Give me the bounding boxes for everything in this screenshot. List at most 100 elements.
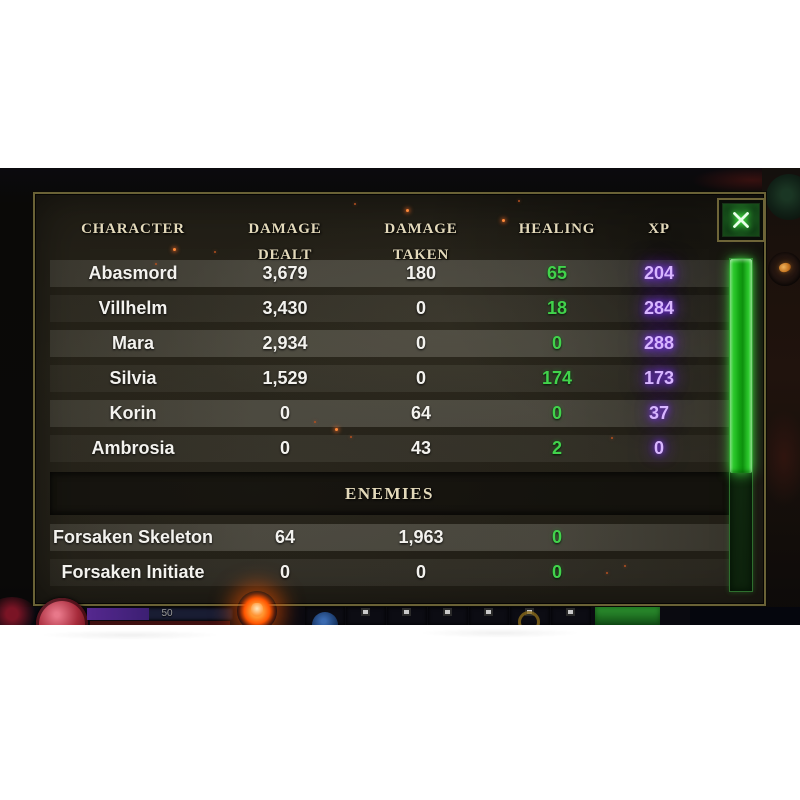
row-damage-dealt: 0 bbox=[279, 438, 290, 458]
enemies-section-band: ENEMIES bbox=[50, 472, 729, 515]
row-damage-taken: 0 bbox=[415, 333, 426, 353]
ember-particle bbox=[518, 200, 520, 202]
hotbar-slot[interactable] bbox=[551, 607, 591, 625]
row-damage-taken: 43 bbox=[410, 438, 432, 458]
row-character-name: Mara bbox=[111, 333, 155, 353]
row-damage-dealt: 2,934 bbox=[262, 333, 308, 353]
bottom-hud-bar: 50 bbox=[0, 591, 800, 625]
row-xp: 37 bbox=[648, 403, 670, 423]
background-maroon-glow bbox=[760, 398, 800, 518]
resource-bar-value: 50 bbox=[161, 608, 173, 619]
table-row: Ambrosia 0 43 2 0 bbox=[50, 435, 729, 462]
ember-particle bbox=[173, 248, 176, 251]
row-damage-taken: 180 bbox=[405, 263, 437, 283]
ember-particle bbox=[350, 436, 352, 438]
row-xp: 284 bbox=[643, 298, 675, 318]
ember-particle bbox=[624, 565, 626, 567]
row-xp: 204 bbox=[643, 263, 675, 283]
row-healing: 0 bbox=[551, 333, 562, 353]
matte-smudge bbox=[40, 630, 220, 640]
row-healing: 65 bbox=[546, 263, 568, 283]
game-viewport: CHARACTER DAMAGE DEALT DAMAGE TAKEN HEAL… bbox=[0, 168, 800, 625]
table-header-row: CHARACTER DAMAGE DEALT DAMAGE TAKEN HEAL… bbox=[50, 216, 729, 263]
ember-particle bbox=[214, 251, 216, 253]
row-character-name: Silvia bbox=[109, 368, 157, 388]
row-character-name: Villhelm bbox=[98, 298, 168, 318]
cooldown-pip bbox=[402, 608, 411, 616]
cooldown-pip bbox=[484, 608, 493, 616]
enemies-section-title: ENEMIES bbox=[345, 484, 434, 503]
row-healing: 2 bbox=[551, 438, 562, 458]
close-icon bbox=[730, 209, 752, 231]
column-header-healing: HEALING bbox=[518, 221, 596, 237]
health-bar bbox=[90, 621, 230, 625]
column-header-damage-taken: DAMAGE TAKEN bbox=[384, 221, 458, 263]
row-damage-taken: 64 bbox=[410, 403, 432, 423]
row-character-name: Abasmord bbox=[88, 263, 178, 283]
row-damage-dealt: 1,529 bbox=[262, 368, 308, 388]
ember-particle bbox=[354, 203, 356, 205]
row-character-name: Forsaken Skeleton bbox=[52, 527, 214, 547]
row-damage-dealt: 0 bbox=[279, 562, 290, 582]
table-row: Mara 2,934 0 0 288 bbox=[50, 330, 729, 357]
row-damage-taken: 0 bbox=[415, 368, 426, 388]
hotbar-slot[interactable] bbox=[346, 607, 386, 625]
table-row: Silvia 1,529 0 174 173 bbox=[50, 365, 729, 392]
hotbar-slot[interactable] bbox=[305, 607, 345, 625]
ember-particle bbox=[314, 421, 316, 423]
column-header-damage-dealt: DAMAGE DEALT bbox=[248, 221, 322, 263]
row-character-name: Korin bbox=[109, 403, 157, 423]
scrollbar-track[interactable] bbox=[729, 258, 753, 592]
ember-particle bbox=[502, 219, 505, 222]
row-damage-dealt: 64 bbox=[274, 527, 296, 547]
ember-particle bbox=[611, 437, 613, 439]
flame-effect-core bbox=[251, 603, 263, 617]
row-healing: 0 bbox=[551, 562, 562, 582]
row-healing: 0 bbox=[551, 403, 562, 423]
row-damage-taken: 0 bbox=[415, 562, 426, 582]
row-healing: 0 bbox=[551, 527, 562, 547]
row-xp: 173 bbox=[643, 368, 675, 388]
ember-particle bbox=[606, 572, 608, 574]
cooldown-pip bbox=[443, 608, 452, 616]
cooldown-pip bbox=[361, 608, 370, 616]
table-row: Korin 0 64 0 37 bbox=[50, 400, 729, 427]
ability-hotbar bbox=[305, 607, 592, 625]
hotbar-slot[interactable] bbox=[469, 607, 509, 625]
blue-orb-icon bbox=[312, 612, 338, 625]
row-xp: 0 bbox=[653, 438, 664, 458]
cooldown-pip bbox=[566, 608, 575, 616]
hud-green-button[interactable] bbox=[595, 607, 660, 625]
background-spiral-decoration bbox=[766, 174, 800, 220]
row-healing: 18 bbox=[546, 298, 568, 318]
gold-ring-icon bbox=[518, 611, 540, 625]
table-row: Forsaken Skeleton 64 1,963 0 bbox=[50, 524, 729, 551]
table-row: Villhelm 3,430 0 18 284 bbox=[50, 295, 729, 322]
hud-right-panel bbox=[690, 607, 800, 625]
matte-smudge bbox=[420, 628, 580, 638]
hud-left-decoration bbox=[0, 597, 36, 625]
scrollbar-thumb[interactable] bbox=[730, 259, 752, 473]
ember-particle bbox=[335, 428, 338, 431]
combat-stats-panel: CHARACTER DAMAGE DEALT DAMAGE TAKEN HEAL… bbox=[32, 191, 767, 607]
resource-bar: 50 bbox=[87, 608, 233, 620]
row-damage-dealt: 3,679 bbox=[262, 263, 308, 283]
close-button[interactable] bbox=[722, 203, 760, 237]
row-damage-dealt: 0 bbox=[279, 403, 290, 423]
hotbar-slot[interactable] bbox=[428, 607, 468, 625]
resource-bar-fill bbox=[87, 608, 149, 620]
row-character-name: Ambrosia bbox=[91, 438, 175, 458]
hotbar-slot[interactable] bbox=[510, 607, 550, 625]
ember-particle bbox=[155, 263, 157, 265]
row-damage-taken: 0 bbox=[415, 298, 426, 318]
hotbar-slot[interactable] bbox=[387, 607, 427, 625]
row-damage-taken: 1,963 bbox=[398, 527, 444, 547]
close-button-frame bbox=[717, 198, 765, 242]
column-header-xp: XP bbox=[648, 221, 670, 237]
ember-particle bbox=[406, 209, 409, 212]
table-row: Forsaken Initiate 0 0 0 bbox=[50, 559, 729, 586]
column-header-character: CHARACTER bbox=[81, 221, 185, 237]
row-damage-dealt: 3,430 bbox=[262, 298, 308, 318]
table-row: Abasmord 3,679 180 65 204 bbox=[50, 260, 729, 287]
